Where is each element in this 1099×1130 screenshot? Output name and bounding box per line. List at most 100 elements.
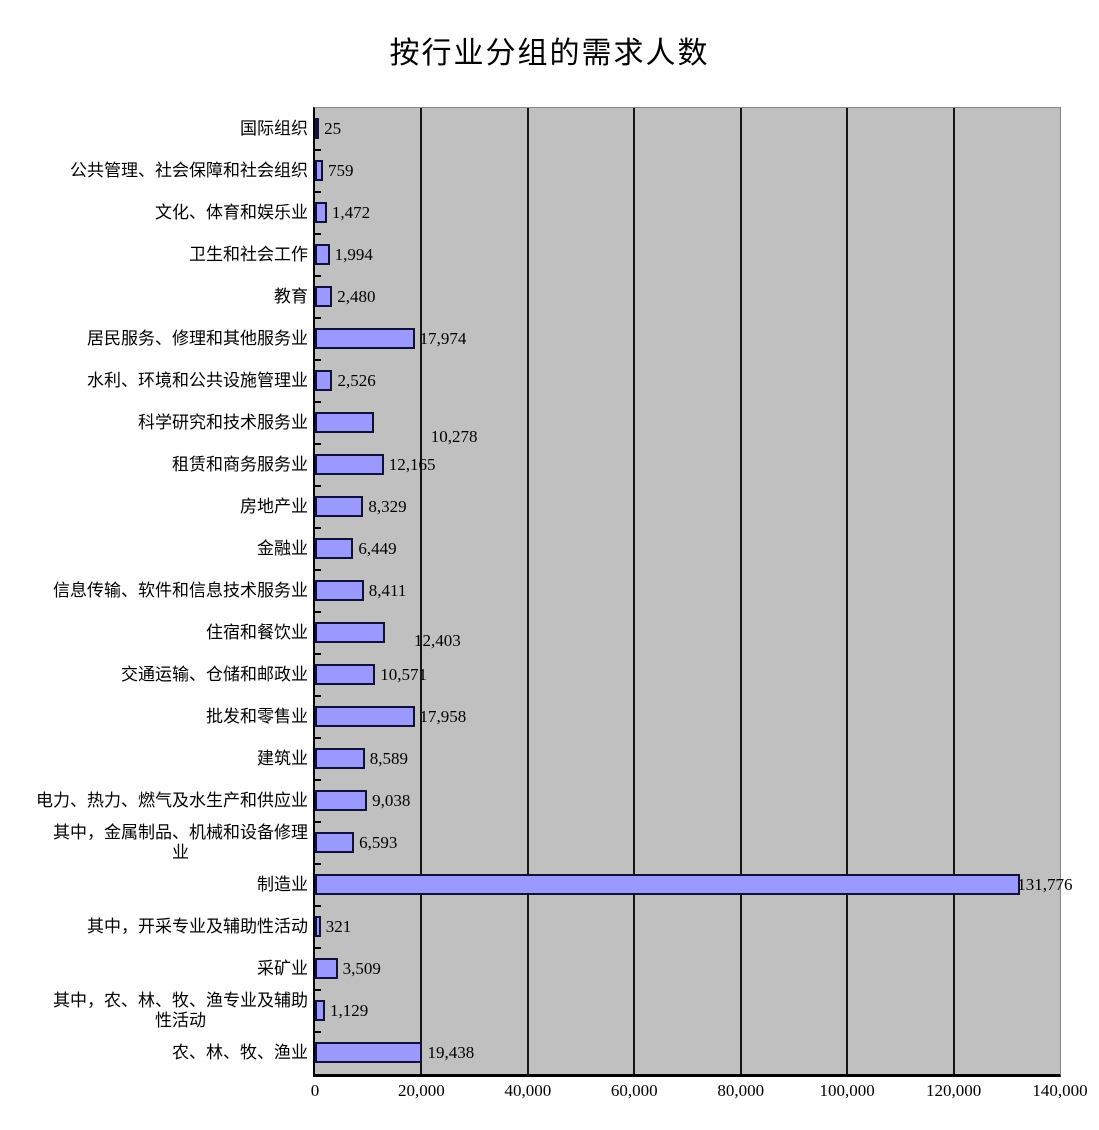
bar [315,622,385,643]
value-label: 1,994 [334,245,373,264]
y-axis-tick [315,905,321,907]
category-label-text: 科学研究和技术服务业 [138,413,308,432]
value-label: 12,403 [414,631,461,650]
bar [315,328,415,349]
gridline [420,108,423,1074]
y-axis-tick [315,863,321,865]
bar [315,118,320,139]
category-label: 制造业 [257,864,308,906]
value-label: 17,974 [419,329,467,348]
bar [315,538,354,559]
y-axis-tick [315,989,321,991]
category-label: 其中，农、林、牧、渔专业及辅助 性活动 [53,990,308,1032]
bar [315,958,338,979]
category-label: 信息传输、软件和信息技术服务业 [53,570,308,612]
value-label: 25 [324,119,342,138]
category-label: 其中，金属制品、机械和设备修理 业 [53,822,308,864]
x-tick-label: 140,000 [1032,1081,1088,1100]
bar [315,832,355,853]
gridline [846,108,849,1074]
category-label: 公共管理、社会保障和社会组织 [70,150,308,192]
x-tick-label: 60,000 [610,1081,658,1100]
category-label: 电力、热力、燃气及水生产和供应业 [36,780,308,822]
value-label: 6,593 [359,833,398,852]
bar [315,916,321,937]
value-label: 8,329 [368,497,407,516]
y-axis-tick [315,233,321,235]
x-tick-label: 100,000 [819,1081,875,1100]
category-label-text: 金融业 [257,539,308,558]
x-tick-label: 20,000 [398,1081,445,1100]
value-label: 2,526 [337,371,376,390]
category-label-text: 文化、体育和娱乐业 [155,203,308,222]
category-label-text: 制造业 [257,875,308,894]
chart-title: 按行业分组的需求人数 [389,37,710,70]
x-tick-label: 0 [310,1081,320,1100]
y-axis-tick [315,443,321,445]
category-label: 文化、体育和娱乐业 [155,192,308,234]
bar [315,1000,325,1021]
bar [315,790,368,811]
x-tick-label: 80,000 [717,1081,765,1100]
value-label: 1,129 [330,1001,369,1020]
bar [315,244,330,265]
y-axis-tick [315,947,321,949]
y-axis-tick [315,779,321,781]
bar [315,874,1021,895]
category-label-text: 建筑业 [257,749,308,768]
bar [315,580,364,601]
category-label: 居民服务、修理和其他服务业 [87,318,308,360]
category-label-text: 公共管理、社会保障和社会组织 [70,161,308,180]
gridline [952,108,955,1074]
category-label-text: 电力、热力、燃气及水生产和供应业 [36,791,308,810]
value-label: 2,480 [337,287,376,306]
value-label: 759 [328,161,354,180]
bar [315,1042,423,1063]
category-label: 建筑业 [257,738,308,780]
value-label: 321 [325,917,352,936]
value-label: 17,958 [419,707,467,726]
category-label: 金融业 [257,528,308,570]
y-axis-tick [315,275,321,277]
category-label-text: 信息传输、软件和信息技术服务业 [53,581,308,600]
bar [315,370,333,391]
plot-area [313,107,1061,1077]
bar [315,748,365,769]
gridline [739,108,742,1074]
value-label: 6,449 [358,539,397,558]
category-label-text: 国际组织 [240,119,308,138]
category-label: 卫生和社会工作 [189,234,308,276]
value-label: 131,776 [1017,875,1073,894]
y-axis-tick [315,569,321,571]
y-axis-tick [315,821,321,823]
category-label-text: 农、林、牧、渔业 [172,1043,308,1062]
category-label-text: 居民服务、修理和其他服务业 [87,329,308,348]
category-label-text: 水利、环境和公共设施管理业 [87,371,308,390]
y-axis-tick [315,695,321,697]
value-label: 19,438 [427,1043,475,1062]
bar [315,202,327,223]
category-label-text: 批发和零售业 [206,707,308,726]
category-label-text: 其中，开采专业及辅助性活动 [87,917,308,936]
bar [315,706,415,727]
y-axis-tick [315,737,321,739]
x-tick-label: 40,000 [504,1081,552,1100]
y-axis-tick [315,527,321,529]
category-label: 交通运输、仓储和邮政业 [121,654,308,696]
value-label: 3,509 [342,959,381,978]
category-label-text: 其中，农、林、牧、渔专业及辅助 性活动 [53,991,308,1030]
gridline [526,108,529,1074]
value-label: 12,165 [388,455,436,474]
y-axis-tick [315,149,321,151]
value-label: 1,472 [331,203,371,222]
category-label-text: 租赁和商务服务业 [172,455,308,474]
category-label: 住宿和餐饮业 [206,612,308,654]
bar [315,664,376,685]
x-tick-label: 120,000 [925,1081,982,1100]
category-label-text: 房地产业 [240,497,308,516]
value-label: 8,411 [368,581,407,600]
category-label: 科学研究和技术服务业 [138,402,308,444]
y-axis-tick [315,1031,321,1033]
bar [315,286,333,307]
